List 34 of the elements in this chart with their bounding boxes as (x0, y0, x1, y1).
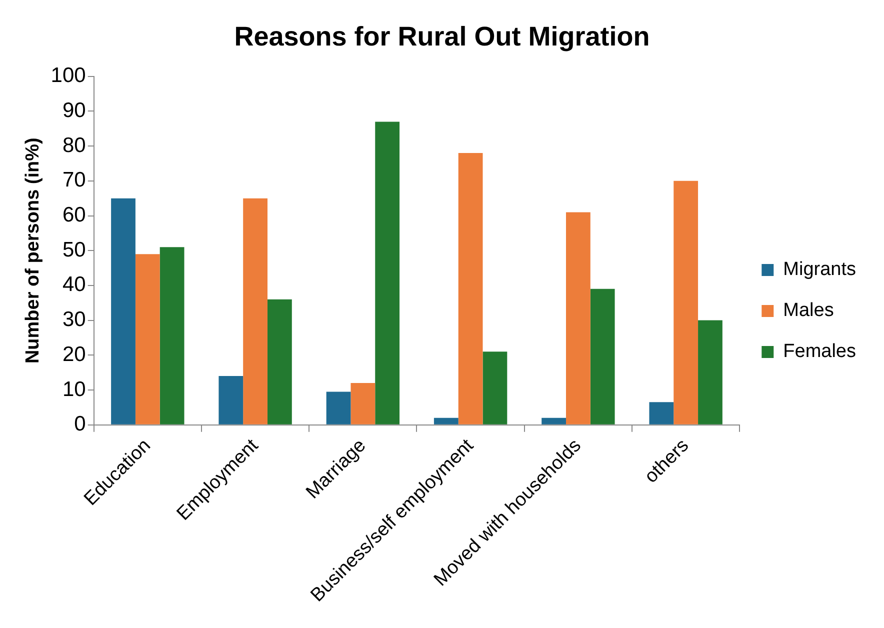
y-tick-label: 80 (62, 134, 86, 157)
bar (267, 299, 292, 424)
y-tick-label: 70 (62, 168, 86, 192)
y-tick-label: 0 (74, 412, 86, 436)
bar (566, 212, 590, 424)
y-tick-label: 50 (62, 238, 86, 262)
bar (243, 198, 268, 424)
bar (326, 392, 351, 424)
bar (674, 180, 698, 424)
bar (542, 418, 566, 424)
bar (649, 402, 674, 424)
y-tick-label: 100 (50, 64, 86, 88)
bar (218, 376, 244, 424)
chart-title: Reasons for Rural Out Migration (234, 22, 650, 52)
bar (698, 320, 722, 424)
legend-label: Females (783, 341, 856, 362)
y-axis-title: Number of persons (in%) (22, 138, 44, 364)
bar (434, 418, 458, 424)
legend-label: Males (783, 300, 834, 322)
bar (350, 383, 376, 424)
y-tick-label: 60 (62, 204, 86, 227)
bar (111, 198, 136, 424)
bar (590, 288, 615, 424)
y-tick-label: 40 (62, 273, 86, 296)
bar (458, 153, 483, 424)
y-tick-label: 10 (62, 378, 86, 401)
bar (135, 254, 160, 424)
bar (160, 247, 184, 424)
y-tick-label: 30 (62, 308, 86, 332)
legend-label: Migrants (783, 259, 856, 280)
y-tick-label: 90 (62, 99, 86, 122)
bar (375, 122, 400, 424)
bar (482, 352, 508, 424)
y-tick-label: 20 (62, 342, 86, 366)
